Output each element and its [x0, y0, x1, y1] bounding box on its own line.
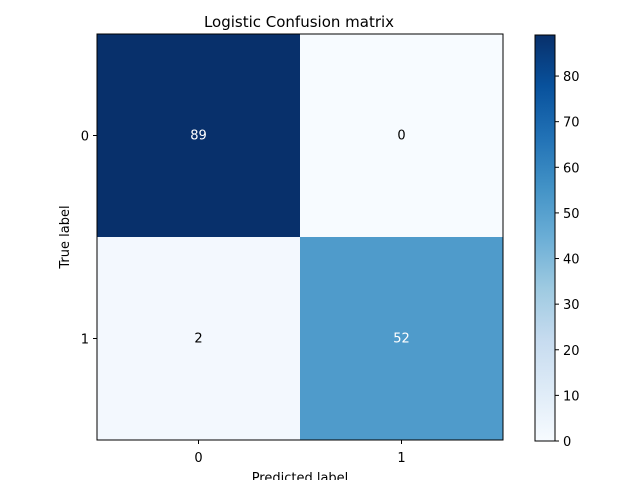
colorbar	[534, 34, 556, 442]
y-axis-ticks: 01	[81, 130, 97, 348]
colorbar-tick-label: 0	[563, 435, 571, 450]
cell-value-label: 89	[190, 129, 207, 144]
heatmap-cells: 89 0 2 52	[97, 34, 503, 440]
cell-value-label: 0	[397, 129, 405, 144]
x-tick-label: 1	[397, 451, 405, 466]
colorbar-tick-label: 40	[563, 253, 580, 268]
colorbar-tick-label: 80	[563, 70, 580, 85]
colorbar-tick-label: 70	[563, 116, 580, 131]
x-tick-label: 0	[194, 451, 202, 466]
plot-frame	[96, 33, 504, 441]
y-axis-label: True label	[58, 205, 73, 269]
colorbar-tick-label: 60	[563, 161, 580, 176]
cell-value-label: 52	[393, 332, 410, 347]
y-tick-label: 1	[81, 333, 89, 348]
cell-value-label: 2	[194, 332, 202, 347]
heatmap-cell	[97, 237, 300, 440]
colorbar-tick-label: 20	[563, 344, 580, 359]
colorbar-tick-label: 30	[563, 298, 580, 313]
chart-title: Logistic Confusion matrix	[204, 13, 394, 31]
x-axis-label: Predicted label	[252, 471, 349, 480]
heatmap-cell	[300, 237, 503, 440]
colorbar-tick-label: 10	[563, 389, 580, 404]
y-tick-label: 0	[81, 130, 89, 145]
heatmap-cell	[97, 34, 300, 237]
colorbar-tick-label: 50	[563, 207, 580, 222]
heatmap-cell	[300, 34, 503, 237]
colorbar-ticks: 0 10 20 30 40 50 60 70 80	[555, 70, 580, 450]
